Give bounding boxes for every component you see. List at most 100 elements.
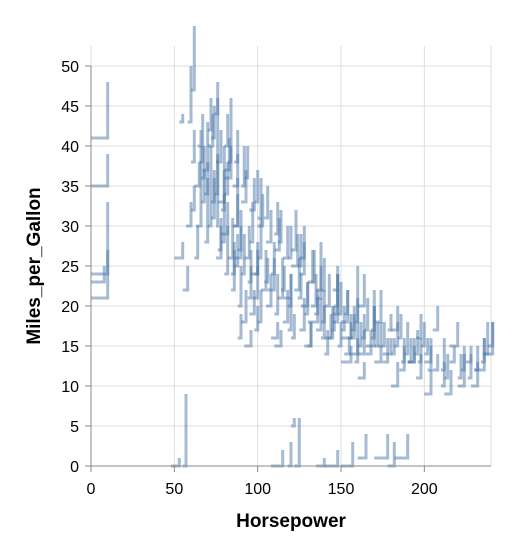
data-mark [271, 450, 285, 468]
data-mark [341, 322, 353, 340]
data-mark [207, 98, 213, 132]
data-mark [311, 274, 318, 308]
data-mark [266, 210, 273, 244]
data-mark [91, 202, 110, 300]
data-mark [277, 210, 283, 244]
data-mark [234, 178, 240, 228]
data-mark [194, 162, 201, 188]
data-mark [274, 218, 281, 252]
data-mark [407, 346, 416, 364]
data-mark [179, 114, 185, 124]
step-marks [91, 26, 495, 468]
data-mark [241, 290, 248, 324]
data-mark [282, 290, 290, 324]
data-mark [91, 266, 106, 284]
data-mark [271, 322, 280, 340]
data-mark [357, 434, 368, 460]
data-mark [297, 274, 303, 300]
data-mark [254, 306, 260, 332]
data-mark [224, 114, 230, 148]
data-mark [264, 258, 270, 284]
data-mark [191, 26, 196, 92]
data-mark [467, 354, 473, 380]
data-mark [444, 354, 450, 380]
data-mark [247, 266, 253, 300]
data-mark [394, 434, 410, 460]
data-mark [254, 170, 260, 204]
data-mark [284, 274, 293, 300]
data-mark [449, 322, 460, 348]
data-mark [227, 98, 233, 164]
data-mark [234, 226, 243, 260]
data-mark [361, 314, 366, 340]
data-mark [401, 338, 406, 364]
y-tick-label: 15 [61, 339, 79, 356]
y-tick-label: 45 [61, 99, 79, 116]
data-mark [201, 170, 206, 204]
data-mark [394, 322, 400, 348]
data-mark [251, 250, 260, 276]
data-mark [274, 274, 280, 316]
data-mark [471, 362, 480, 388]
data-mark [217, 218, 223, 252]
data-mark [357, 274, 366, 308]
data-mark [281, 266, 286, 292]
data-mark [187, 66, 193, 124]
data-mark [91, 82, 110, 140]
data-mark [244, 226, 251, 260]
data-mark [257, 194, 265, 228]
data-mark [261, 250, 268, 292]
data-mark [282, 226, 290, 260]
y-axis-title: Miles_per_Gallon [24, 187, 45, 344]
data-mark [449, 346, 456, 364]
data-mark [274, 202, 280, 236]
data-mark [234, 130, 240, 164]
data-mark [274, 330, 283, 348]
data-mark [241, 146, 246, 188]
y-tick-label: 10 [61, 379, 79, 396]
data-mark [484, 322, 495, 356]
data-mark [351, 306, 356, 332]
data-mark [387, 314, 393, 332]
data-mark [316, 298, 323, 332]
data-mark [299, 298, 306, 332]
data-mark [391, 362, 400, 388]
data-mark [199, 114, 205, 164]
x-tick-label: 150 [328, 481, 355, 498]
data-mark [337, 322, 343, 348]
data-mark [241, 234, 246, 276]
data-mark [304, 322, 313, 348]
y-tick-label: 50 [61, 59, 79, 76]
data-mark [182, 394, 188, 468]
y-tick-label: 5 [70, 419, 79, 436]
data-mark [287, 298, 293, 332]
data-mark [211, 106, 216, 140]
data-mark [382, 338, 390, 364]
data-mark [324, 274, 331, 308]
data-mark [224, 226, 230, 276]
data-mark [424, 370, 433, 396]
data-mark [214, 98, 220, 116]
data-mark [182, 266, 190, 292]
data-mark [374, 434, 390, 460]
data-mark [224, 138, 231, 172]
data-mark [204, 178, 210, 244]
data-mark [221, 202, 230, 236]
x-tick-label: 0 [87, 481, 96, 498]
data-mark [191, 130, 196, 164]
data-mark [211, 170, 216, 204]
data-mark [382, 338, 393, 356]
data-mark [171, 458, 181, 468]
data-mark [227, 218, 235, 260]
data-mark [201, 146, 206, 180]
y-tick-label: 25 [61, 259, 79, 276]
data-mark [432, 354, 440, 372]
data-mark [267, 258, 276, 292]
data-mark [257, 178, 263, 220]
data-mark [221, 146, 226, 212]
data-mark [194, 226, 200, 260]
data-mark [334, 274, 340, 308]
data-mark [424, 338, 430, 356]
